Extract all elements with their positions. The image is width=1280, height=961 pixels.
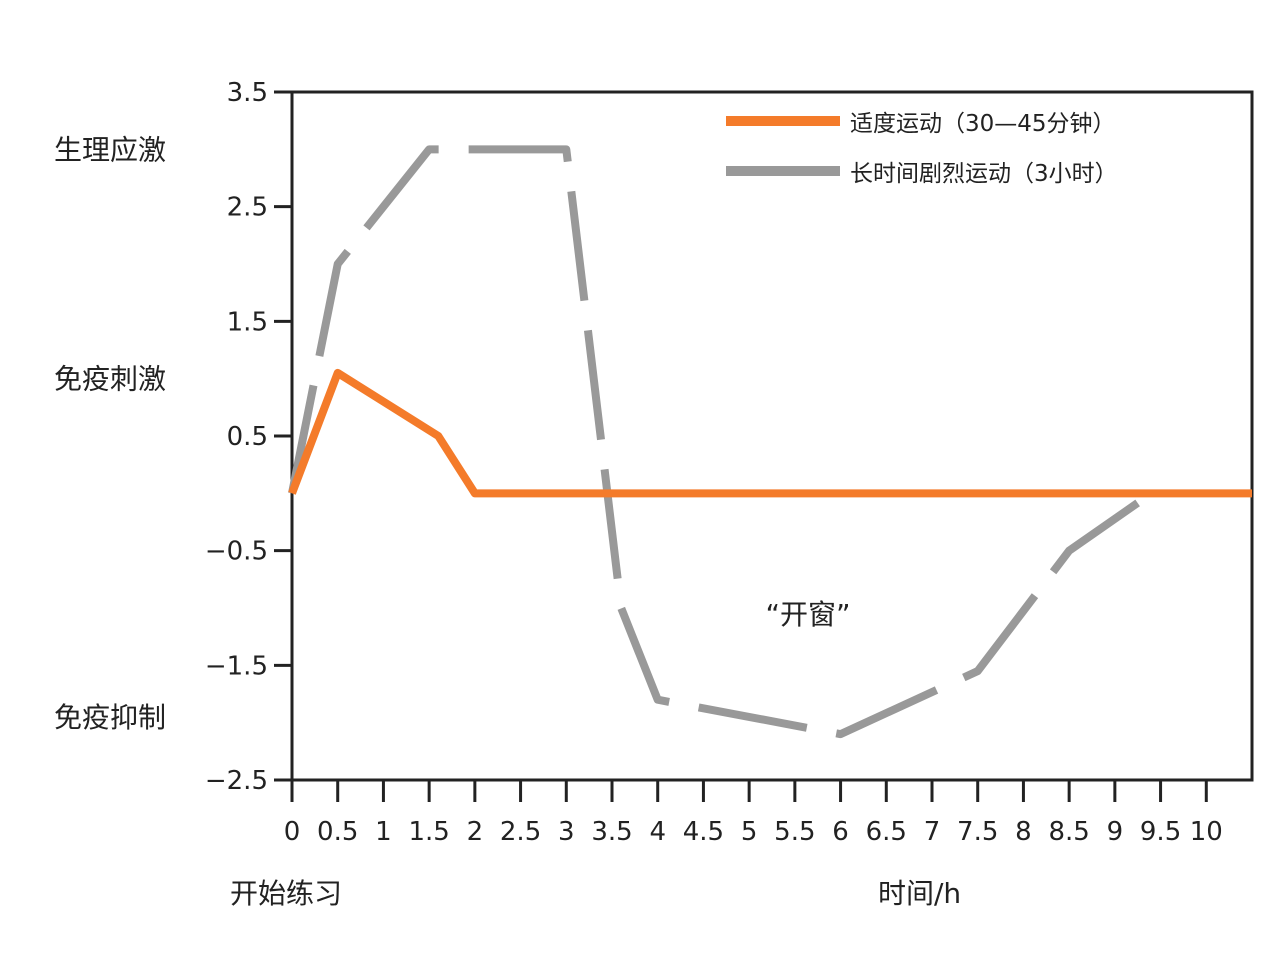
series-line-intense bbox=[288, 145, 1154, 739]
x-tick-label: 4.5 bbox=[683, 817, 724, 847]
x-tick-label: 2.5 bbox=[500, 817, 541, 847]
legend: 适度运动（30—45分钟） 长时间剧烈运动（3小时） bbox=[726, 111, 1118, 187]
x-axis-ticks: 0 0.5 1 1.5 2 2.5 3 3.5 4 4.5 5 5.5 6 6.5 7 7.5 8 8.5 9 9.5… bbox=[284, 780, 1223, 847]
y-tick-label: 0.5 bbox=[227, 422, 268, 452]
x-tick-label: 0 bbox=[284, 817, 301, 847]
legend-label-intense: 长时间剧烈运动（3小时） bbox=[850, 161, 1118, 187]
y-tick-label: −1.5 bbox=[205, 651, 268, 681]
series-layer bbox=[288, 145, 1252, 739]
y-region-label: 免疫刺激 bbox=[54, 363, 166, 396]
x-tick-label: 0.5 bbox=[317, 817, 358, 847]
x-tick-label: 9.5 bbox=[1140, 817, 1181, 847]
y-axis-ticks: 3.5 2.5 1.5 0.5 −0.5 −1.5 −2.5 bbox=[205, 78, 292, 796]
x-start-label: 开始练习 bbox=[230, 877, 342, 910]
y-region-label: 免疫抑制 bbox=[54, 701, 166, 734]
y-tick-label: 3.5 bbox=[227, 78, 268, 108]
y-tick-label: −0.5 bbox=[205, 537, 268, 567]
y-tick-label: −2.5 bbox=[205, 766, 268, 796]
x-tick-label: 3 bbox=[558, 817, 575, 847]
x-tick-label: 5.5 bbox=[774, 817, 815, 847]
x-tick-label: 2 bbox=[467, 817, 484, 847]
y-tick-label: 1.5 bbox=[227, 307, 268, 337]
x-tick-label: 1 bbox=[375, 817, 392, 847]
x-tick-label: 3.5 bbox=[591, 817, 632, 847]
annotation-open-window: “开窗” bbox=[765, 598, 850, 631]
x-tick-label: 7 bbox=[924, 817, 941, 847]
x-tick-label: 6.5 bbox=[866, 817, 907, 847]
x-tick-label: 6 bbox=[832, 817, 849, 847]
x-tick-label: 5 bbox=[741, 817, 758, 847]
x-tick-label: 4 bbox=[649, 817, 666, 847]
x-tick-label: 10 bbox=[1190, 817, 1223, 847]
x-tick-label: 7.5 bbox=[957, 817, 998, 847]
x-tick-label: 9 bbox=[1107, 817, 1124, 847]
legend-label-moderate: 适度运动（30—45分钟） bbox=[850, 111, 1116, 137]
x-tick-label: 8 bbox=[1015, 817, 1032, 847]
series-line-moderate bbox=[288, 368, 1252, 498]
x-tick-label: 8.5 bbox=[1048, 817, 1089, 847]
x-tick-label: 1.5 bbox=[408, 817, 449, 847]
y-region-label: 生理应激 bbox=[54, 133, 166, 166]
x-axis-title: 时间/h bbox=[878, 877, 961, 910]
y-tick-label: 2.5 bbox=[227, 193, 268, 223]
